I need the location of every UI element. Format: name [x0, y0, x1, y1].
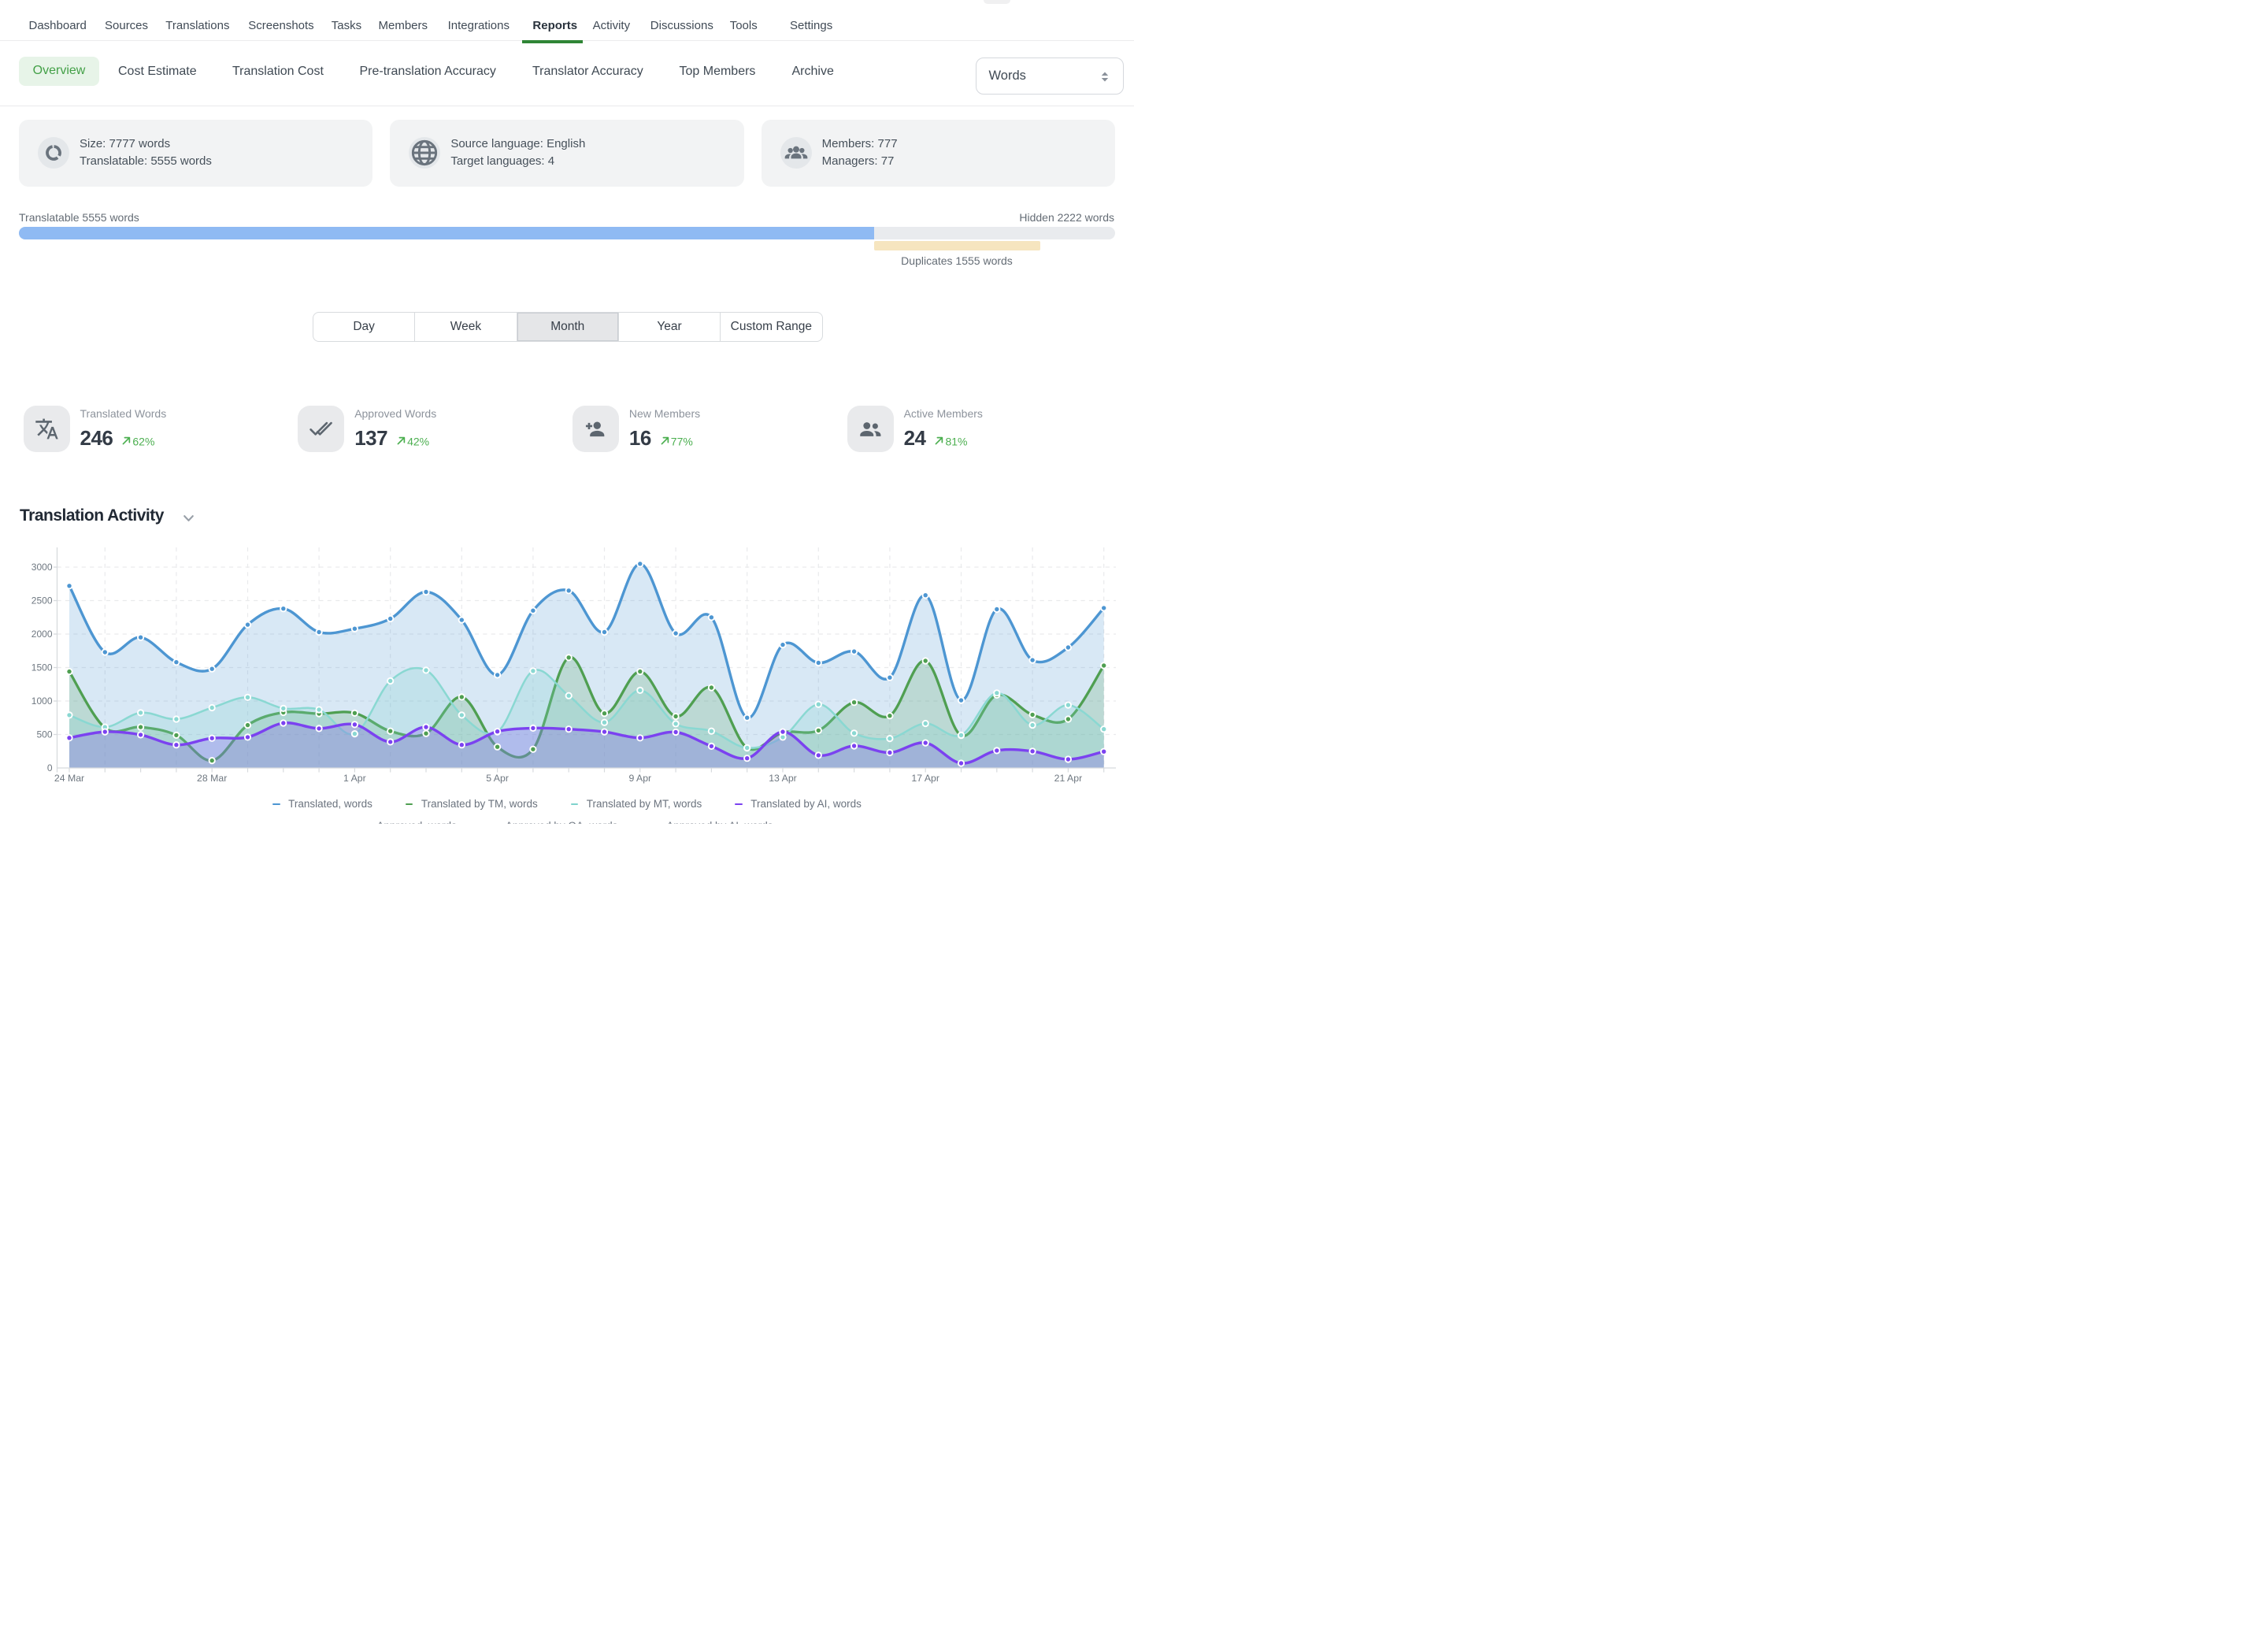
svg-text:1 Apr: 1 Apr	[343, 773, 366, 784]
svg-text:9 Apr: 9 Apr	[628, 773, 651, 784]
svg-text:0: 0	[47, 762, 53, 773]
svg-text:1500: 1500	[32, 662, 53, 673]
svg-text:17 Apr: 17 Apr	[911, 773, 939, 784]
svg-text:21 Apr: 21 Apr	[1054, 773, 1083, 784]
svg-text:13 Apr: 13 Apr	[769, 773, 797, 784]
svg-text:2500: 2500	[32, 595, 53, 606]
svg-text:1000: 1000	[32, 696, 53, 707]
svg-text:2000: 2000	[32, 629, 53, 640]
svg-text:5 Apr: 5 Apr	[486, 773, 509, 784]
svg-text:3000: 3000	[32, 562, 53, 573]
svg-text:500: 500	[36, 729, 52, 740]
svg-text:24 Mar: 24 Mar	[54, 773, 84, 784]
svg-text:28 Mar: 28 Mar	[197, 773, 227, 784]
